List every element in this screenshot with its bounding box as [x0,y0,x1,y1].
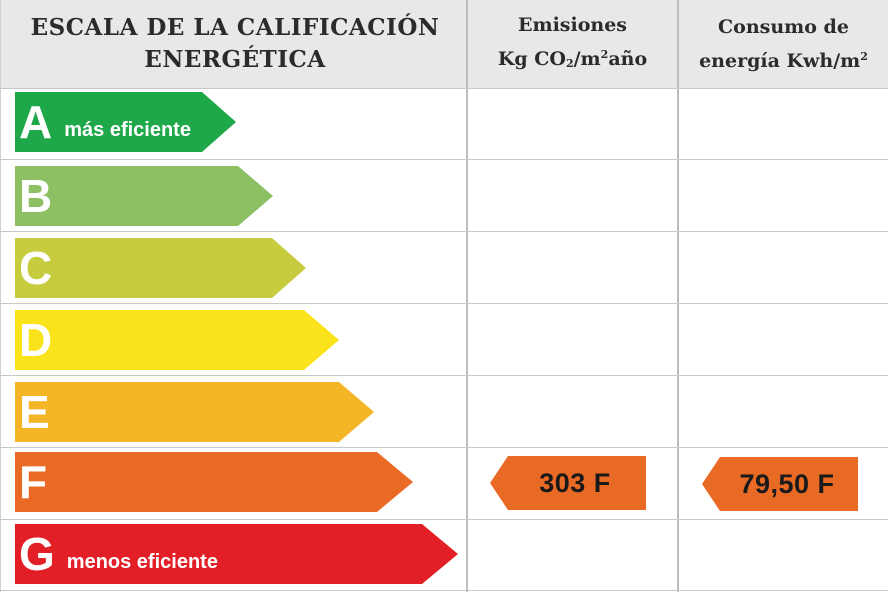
row-divider [0,590,888,591]
class-note-g: menos eficiente [66,550,218,573]
arrow-a-shape [15,92,236,152]
energy-class-bar-b: B [15,166,273,226]
consumption-rating-badge: 79,50 F [702,457,858,511]
consumption-rating-arrow [702,457,858,511]
energy-class-bar-f: F [15,452,413,512]
arrow-f-shape [15,452,413,512]
class-letter-a: A [19,96,53,148]
arrow-d-shape [15,310,339,370]
energy-class-bar-g: G menos eficiente [15,524,458,584]
emissions-title: Emisiones [518,13,627,36]
arrow-g-shape [15,524,458,584]
emissions-rating-value: 303 F [539,467,611,498]
row-divider [0,447,888,448]
class-letter-d: D [19,314,53,366]
energy-class-bar-e: E [15,382,374,442]
emissions-rating-arrow [490,456,646,510]
row-divider [0,519,888,520]
scale-title-line2: ENERGÉTICA [144,46,326,73]
arrow-b-shape [15,166,273,226]
row-divider [0,159,888,160]
table-header [0,0,888,88]
scale-title-line1: ESCALA DE LA CALIFICACIÓN [30,14,440,41]
column-divider-emissions [466,0,468,592]
arrow-c-shape [15,238,306,298]
class-letter-c: C [19,242,53,294]
class-letter-b: B [19,170,53,222]
emissions-rating-badge: 303 F [490,456,646,510]
class-letter-f: F [19,456,48,508]
row-divider [0,375,888,376]
consumption-unit: energía Kwh/m2 [699,50,868,72]
emissions-column-header: Emisiones Kg CO2/m2año [468,0,677,88]
row-divider [0,88,888,89]
energy-class-bar-c: C [15,238,306,298]
consumption-rating-value: 79,50 F [739,468,835,499]
arrow-e-shape [15,382,374,442]
class-note-a: más eficiente [64,118,191,141]
emissions-unit: Kg CO2/m2año [497,47,648,70]
column-divider-consumption [677,0,679,592]
class-letter-e: E [19,386,50,438]
consumption-title: Consumo de [718,16,849,38]
class-letter-g: G [19,528,55,580]
table-border-left [0,0,1,592]
consumption-column-header: Consumo de energía Kwh/m2 [679,0,888,88]
row-divider [0,303,888,304]
energy-class-bar-a: A más eficiente [15,92,236,152]
energy-class-bar-d: D [15,310,339,370]
scale-column-header: ESCALA DE LA CALIFICACIÓN ENERGÉTICA [8,0,462,88]
row-divider [0,231,888,232]
